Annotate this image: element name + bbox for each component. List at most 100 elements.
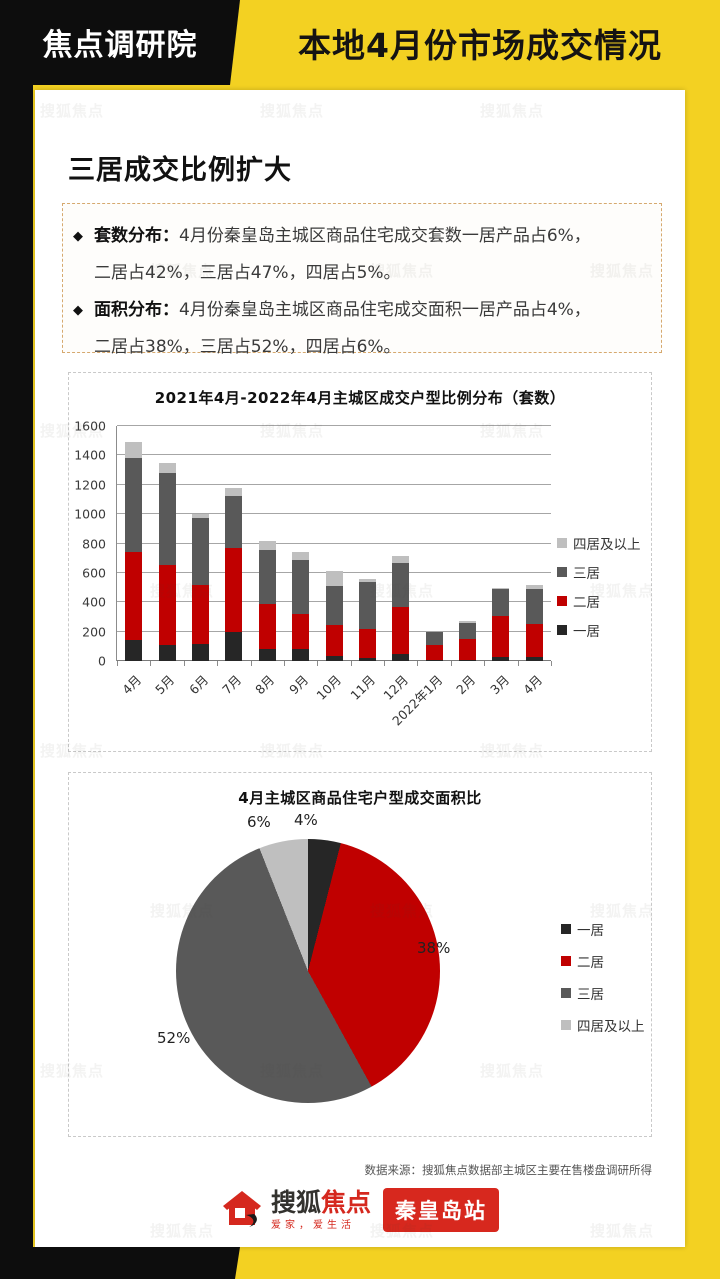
bullet-text-line1: 4月份秦皇岛主城区商品住宅成交套数一居产品占6%， bbox=[179, 226, 591, 246]
brand-slogan: 爱家，爱生活 bbox=[270, 1219, 355, 1231]
bar-segment-一居 bbox=[292, 648, 310, 661]
axis-tick bbox=[150, 661, 152, 666]
bar-segment-三居 bbox=[125, 458, 143, 552]
legend-swatch-二居 bbox=[557, 596, 567, 606]
axis-tick bbox=[350, 661, 352, 666]
axis-tick bbox=[283, 661, 285, 666]
legend-label: 二居 bbox=[573, 595, 600, 611]
legend-item: 三居 bbox=[561, 983, 645, 1003]
bullet-text-line2: 二居占42%，三居占47%，四居占5%。 bbox=[94, 263, 401, 283]
x-cell: 10月 bbox=[314, 665, 350, 745]
data-source-note: 数据来源：搜狐焦点数据部主城区主要在售楼盘调研所得 bbox=[364, 1163, 653, 1177]
bar-segment-三居 bbox=[225, 495, 243, 548]
pie-chart-legend: 一居 二居 三居 四居及以上 bbox=[561, 919, 645, 1035]
y-tick-label: 1400 bbox=[74, 447, 106, 463]
bar-segment-三居 bbox=[425, 632, 443, 645]
bottom-black-strip bbox=[0, 1247, 240, 1279]
legend-swatch-一居 bbox=[557, 625, 567, 635]
x-tick-label: 11月 bbox=[347, 672, 379, 703]
legend-item: 一居 bbox=[561, 919, 645, 939]
pie-chart-title: 4月主城区商品住宅户型成交面积比 bbox=[238, 789, 482, 807]
x-cell: 9月 bbox=[283, 665, 316, 745]
bar-segment-四居及以上 bbox=[392, 555, 410, 563]
bar-segment-三居 bbox=[292, 559, 310, 614]
axis-tick bbox=[217, 661, 219, 666]
bar-segment-一居 bbox=[459, 660, 477, 661]
bar-column bbox=[217, 426, 250, 661]
bar-chart-title: 2021年4月-2022年4月主城区成交户型比例分布（套数） bbox=[154, 389, 566, 407]
gridline bbox=[117, 513, 551, 515]
bar-column bbox=[384, 426, 417, 661]
x-tick-label: 6月 bbox=[185, 672, 211, 698]
bar-segment-四居及以上 bbox=[459, 621, 477, 623]
legend-label: 一居 bbox=[573, 624, 600, 640]
legend-swatch-三居 bbox=[561, 988, 571, 998]
x-cell: 8月 bbox=[250, 665, 283, 745]
bar-segment-二居 bbox=[225, 547, 243, 633]
bar-segment-四居及以上 bbox=[125, 442, 143, 459]
bar-segment-一居 bbox=[158, 644, 176, 661]
bar-chart-y-axis: 0 200 400 600 800 1000 1200 1400 1600 bbox=[69, 419, 111, 669]
bar-segment-三居 bbox=[525, 589, 543, 624]
gridline bbox=[117, 483, 551, 485]
summary-bullet-box: ◆ 套数分布：4月份秦皇岛主城区商品住宅成交套数一居产品占6%， 二居占42%，… bbox=[62, 203, 662, 357]
legend-label: 三居 bbox=[573, 566, 600, 582]
brand-name: 搜狐焦点 bbox=[270, 1188, 372, 1218]
footer-logo: 搜狐焦点 爱家，爱生活 秦皇岛站 bbox=[35, 1188, 685, 1232]
bar-stack-3月 bbox=[492, 426, 510, 661]
axis-tick bbox=[250, 661, 252, 666]
y-tick-label: 1200 bbox=[74, 477, 106, 493]
brand-block: 焦点调研院 bbox=[0, 0, 240, 85]
bar-segment-二居 bbox=[191, 585, 209, 645]
bar-stack-8月 bbox=[258, 426, 276, 661]
bar-stack-11月 bbox=[358, 426, 376, 661]
legend-label: 三居 bbox=[577, 987, 604, 1003]
legend-label: 四居及以上 bbox=[573, 537, 641, 553]
bar-segment-二居 bbox=[459, 638, 477, 661]
bar-column bbox=[317, 426, 350, 661]
x-tick-label: 2月 bbox=[453, 672, 479, 698]
pie-label-two-bed: 38% bbox=[417, 939, 451, 957]
y-tick-label: 0 bbox=[98, 653, 106, 669]
bar-segment-二居 bbox=[392, 607, 410, 654]
bar-segment-一居 bbox=[425, 660, 443, 661]
y-tick-label: 200 bbox=[82, 624, 106, 640]
legend-label: 二居 bbox=[577, 955, 604, 971]
x-cell: 2月 bbox=[451, 665, 484, 745]
bar-segment-四居及以上 bbox=[425, 631, 443, 633]
bullet-area-distribution: ◆ 面积分布：4月份秦皇岛主城区商品住宅成交面积一居产品占4%， 二居占38%，… bbox=[73, 292, 643, 366]
x-tick-label: 4月 bbox=[520, 672, 546, 698]
x-cell: 11月 bbox=[347, 665, 383, 745]
bar-column bbox=[351, 426, 384, 661]
y-tick-label: 800 bbox=[82, 536, 106, 551]
pie-chart: 4月主城区商品住宅户型成交面积比 4% 38% 52% 6% 一居 二居 三居 四居及… bbox=[68, 772, 652, 1137]
bar-segment-二居 bbox=[492, 616, 510, 658]
bar-column bbox=[117, 426, 150, 661]
bar-segment-三居 bbox=[158, 473, 176, 565]
page-title: 本地4月份市场成交情况 bbox=[298, 25, 662, 65]
bar-stack-4月 bbox=[525, 426, 543, 661]
axis-tick bbox=[551, 661, 552, 666]
legend-swatch-二居 bbox=[561, 956, 571, 966]
axis-tick bbox=[183, 661, 185, 666]
bar-segment-二居 bbox=[292, 614, 310, 649]
bullet-unit-distribution: ◆ 套数分布：4月份秦皇岛主城区商品住宅成交套数一居产品占6%， 二居占42%，… bbox=[73, 218, 643, 292]
bar-column bbox=[251, 426, 284, 661]
diamond-bullet-icon: ◆ bbox=[73, 303, 83, 318]
bar-segment-四居及以上 bbox=[292, 551, 310, 560]
content-card: 三居成交比例扩大 ◆ 套数分布：4月份秦皇岛主城区商品住宅成交套数一居产品占6%… bbox=[35, 90, 685, 1247]
legend-item: 四居及以上 bbox=[557, 533, 641, 553]
bar-column bbox=[284, 426, 317, 661]
brand-lockup: 搜狐焦点 爱家，爱生活 bbox=[271, 1189, 371, 1231]
y-tick-label: 400 bbox=[82, 594, 106, 610]
left-black-strip bbox=[0, 0, 33, 1279]
legend-item: 一居 bbox=[557, 620, 641, 640]
bar-segment-二居 bbox=[425, 644, 443, 661]
legend-swatch-四居及以上 bbox=[557, 538, 567, 548]
bar-stack-9月 bbox=[292, 426, 310, 661]
axis-tick bbox=[450, 661, 452, 666]
bar-segment-一居 bbox=[325, 655, 343, 661]
axis-tick bbox=[484, 661, 486, 666]
y-tick-label: 1600 bbox=[74, 418, 106, 434]
